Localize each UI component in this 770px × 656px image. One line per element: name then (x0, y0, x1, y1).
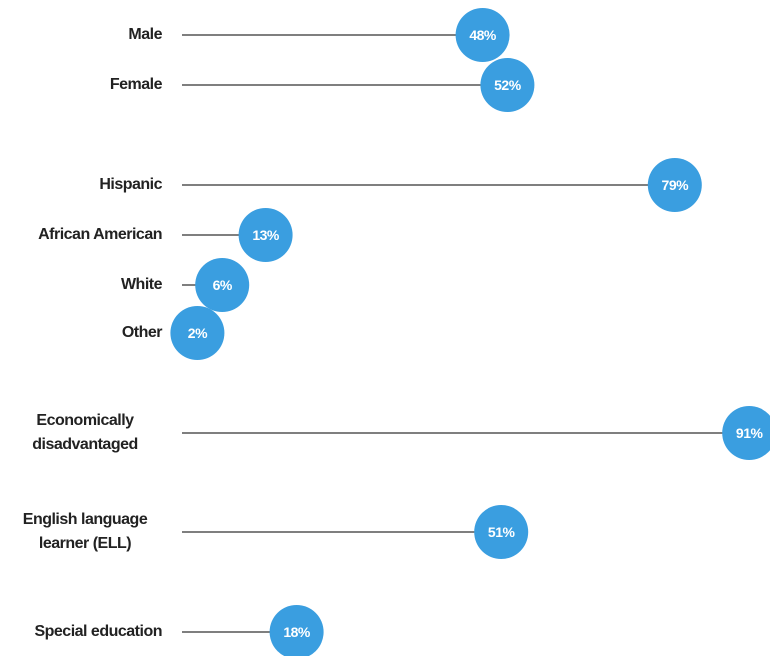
value-label: 6% (213, 277, 233, 293)
dot (647, 158, 702, 212)
value-label: 79% (662, 177, 690, 193)
category-label: English language learner (ELL) (22, 511, 148, 552)
category-label: Female (109, 76, 163, 93)
category-label: Hispanic (99, 176, 162, 193)
category-label: White (120, 276, 163, 293)
dot (722, 406, 770, 460)
value-label: 51% (488, 524, 516, 540)
value-label: 91% (736, 425, 764, 441)
category-label: African American (38, 226, 162, 243)
dot (269, 605, 324, 656)
dot (170, 306, 225, 360)
category-label: Special education (34, 623, 162, 640)
value-label: 48% (469, 27, 497, 43)
value-label: 2% (188, 325, 208, 341)
dot (474, 505, 529, 559)
dot (480, 58, 535, 112)
value-label: 52% (494, 77, 522, 93)
dot (195, 258, 250, 312)
dot (455, 8, 510, 62)
category-label: Male (128, 26, 162, 43)
value-label: 13% (252, 227, 280, 243)
category-label: Economically disadvantaged (32, 412, 138, 453)
category-label: Other (121, 324, 163, 341)
value-label: 18% (283, 624, 311, 640)
dot (238, 208, 293, 262)
